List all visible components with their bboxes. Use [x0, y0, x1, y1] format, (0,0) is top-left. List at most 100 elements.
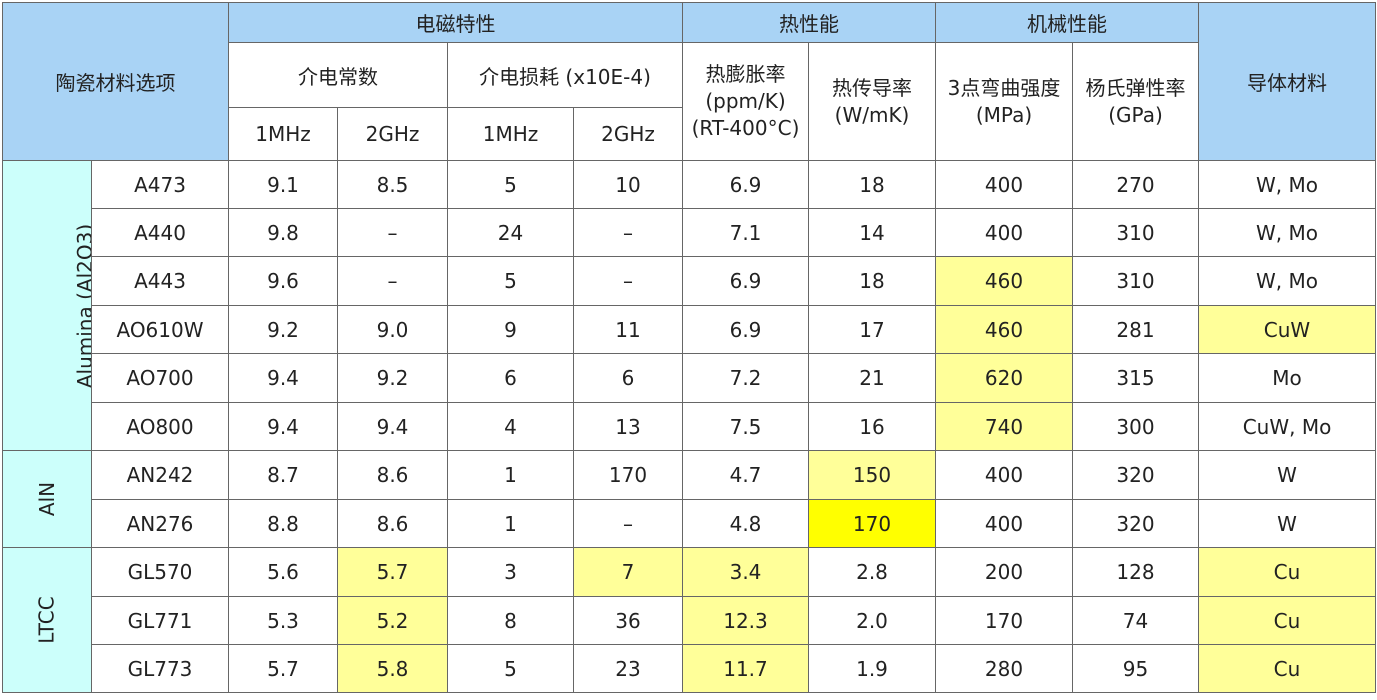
cell-dk-2ghz: – — [337, 208, 448, 257]
freq-header-df-1mhz: 1MHz — [447, 107, 574, 161]
cell-youngs-modulus: 310 — [1072, 256, 1199, 306]
cell-cte-highlighted: 11.7 — [682, 644, 809, 693]
group-label-aln-text: AlN — [34, 481, 59, 517]
cell-flexural-strength: 170 — [935, 596, 1073, 645]
youngs-modulus-line-1: 杨氏弹性率 — [1085, 75, 1186, 100]
cell-df-1mhz: 24 — [447, 208, 574, 257]
cell-dk-1mhz: 8.7 — [228, 450, 338, 500]
table-row: Alumina (Al2O3) A473 9.1 8.5 5 10 6.9 18… — [2, 160, 1376, 451]
cell-conductor-highlighted: CuW — [1198, 305, 1376, 354]
material-name: A443 — [91, 256, 229, 306]
cell-conductor: CuW, Mo — [1198, 402, 1376, 451]
cell-conductor: Mo — [1198, 353, 1376, 403]
cell-dk-1mhz: 9.1 — [228, 160, 338, 209]
cell-conductor-highlighted: Cu — [1198, 644, 1376, 693]
cell-df-1mhz: 4 — [447, 402, 574, 451]
cell-dk-2ghz: – — [337, 256, 448, 306]
cell-thermal-conductivity: 2.8 — [808, 547, 936, 597]
cell-dk-1mhz: 8.8 — [228, 499, 338, 548]
cell-df-1mhz: 5 — [447, 160, 574, 209]
material-name: GL771 — [91, 596, 229, 645]
cell-df-2ghz: 23 — [573, 644, 683, 693]
thermal-expansion-line-1: 热膨胀率 — [705, 62, 786, 86]
flexural-strength-header: 3点弯曲强度 (MPa) — [935, 42, 1073, 161]
cell-thermal-conductivity: 18 — [808, 256, 936, 306]
thermal-header: 热性能 — [682, 2, 936, 43]
cell-thermal-conductivity: 18 — [808, 160, 936, 209]
cell-df-2ghz: 13 — [573, 402, 683, 451]
cell-flexural-strength: 400 — [935, 160, 1073, 209]
cell-youngs-modulus: 300 — [1072, 402, 1199, 451]
cell-df-2ghz: 170 — [573, 450, 683, 500]
cell-cte-highlighted: 12.3 — [682, 596, 809, 645]
cell-dk-1mhz: 9.4 — [228, 353, 338, 403]
table-row: AlN AN242 8.7 8.6 1 170 4.7 150 400 320 … — [2, 450, 1376, 548]
cell-df-2ghz: 11 — [573, 305, 683, 354]
table-row: AO700 9.4 9.2 6 6 7.2 21 620 315 Mo — [3, 353, 1376, 403]
group-label-ltcc-text: LTCC — [35, 596, 59, 644]
cell-conductor: W, Mo — [1198, 256, 1376, 306]
cell-youngs-modulus: 315 — [1072, 353, 1199, 403]
cell-cte-highlighted: 3.4 — [682, 547, 809, 597]
cell-flexural-strength: 400 — [935, 450, 1073, 500]
cell-dk-2ghz-highlighted: 5.8 — [337, 644, 448, 693]
material-name: AO800 — [91, 402, 229, 451]
group-label-alumina: Alumina (Al2O3) — [2, 160, 92, 451]
thermal-expansion-line-2: (ppm/K) — [705, 89, 786, 113]
cell-conductor: W — [1198, 450, 1376, 500]
cell-flexural-strength-highlighted: 460 — [935, 256, 1073, 306]
material-name: AO700 — [91, 353, 229, 403]
cell-cte: 4.7 — [682, 450, 809, 500]
cell-dk-1mhz: 9.6 — [228, 256, 338, 306]
table-row: AO610W 9.2 9.0 9 11 6.9 17 460 281 CuW — [3, 305, 1376, 354]
cell-df-1mhz: 9 — [447, 305, 574, 354]
group-label-alumina-text: Alumina (Al2O3) — [73, 223, 92, 388]
cell-youngs-modulus: 320 — [1072, 450, 1199, 500]
thermal-conductivity-line-1: 热传导率 — [832, 75, 912, 100]
table-row: A443 9.6 – 5 – 6.9 18 460 310 W, Mo — [3, 256, 1376, 306]
cell-thermal-conductivity: 2.0 — [808, 596, 936, 645]
table-row: GL771 5.3 5.2 8 36 12.3 2.0 170 74 Cu — [3, 596, 1376, 645]
cell-thermal-conductivity: 1.9 — [808, 644, 936, 693]
cell-thermal-conductivity-highlighted-strong: 170 — [808, 499, 936, 548]
cell-flexural-strength: 280 — [935, 644, 1073, 693]
table-row: AO800 9.4 9.4 4 13 7.5 16 740 300 CuW, M… — [3, 402, 1376, 451]
mechanical-header: 机械性能 — [935, 2, 1199, 43]
material-name: AO610W — [91, 305, 229, 354]
thermal-conductivity-header: 热传导率 (W/mK) — [808, 42, 936, 161]
cell-df-2ghz: – — [573, 499, 683, 548]
freq-header-df-2ghz: 2GHz — [573, 107, 683, 161]
flexural-strength-line-1: 3点弯曲强度 — [947, 75, 1061, 100]
cell-cte: 6.9 — [682, 305, 809, 354]
cell-dk-1mhz: 9.2 — [228, 305, 338, 354]
cell-flexural-strength-highlighted: 460 — [935, 305, 1073, 354]
cell-df-1mhz: 1 — [447, 499, 574, 548]
material-name: AN242 — [91, 450, 229, 500]
freq-header-dk-2ghz: 2GHz — [337, 107, 448, 161]
cell-youngs-modulus: 320 — [1072, 499, 1199, 548]
cell-df-2ghz: 6 — [573, 353, 683, 403]
conductor-header: 导体材料 — [1198, 2, 1376, 161]
cell-thermal-conductivity: 16 — [808, 402, 936, 451]
cell-dk-2ghz: 9.4 — [337, 402, 448, 451]
cell-thermal-conductivity: 17 — [808, 305, 936, 354]
cell-youngs-modulus: 128 — [1072, 547, 1199, 597]
table-row: A440 9.8 – 24 – 7.1 14 400 310 W, Mo — [3, 208, 1376, 257]
cell-flexural-strength-highlighted: 620 — [935, 353, 1073, 403]
cell-cte: 4.8 — [682, 499, 809, 548]
cell-cte: 7.5 — [682, 402, 809, 451]
cell-conductor-highlighted: Cu — [1198, 547, 1376, 597]
cell-youngs-modulus: 310 — [1072, 208, 1199, 257]
cell-dk-1mhz: 5.7 — [228, 644, 338, 693]
youngs-modulus-header: 杨氏弹性率 (GPa) — [1072, 42, 1199, 161]
cell-dk-1mhz: 5.6 — [228, 547, 338, 597]
cell-flexural-strength: 400 — [935, 208, 1073, 257]
cell-youngs-modulus: 270 — [1072, 160, 1199, 209]
cell-df-2ghz: 36 — [573, 596, 683, 645]
cell-dk-1mhz: 9.8 — [228, 208, 338, 257]
cell-flexural-strength: 200 — [935, 547, 1073, 597]
cell-dk-2ghz: 8.6 — [337, 499, 448, 548]
cell-dk-2ghz-highlighted: 5.2 — [337, 596, 448, 645]
cell-df-1mhz: 5 — [447, 644, 574, 693]
